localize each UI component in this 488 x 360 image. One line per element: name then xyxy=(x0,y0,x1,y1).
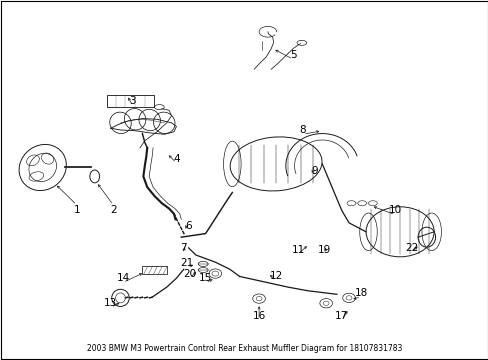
Text: 13: 13 xyxy=(104,298,117,308)
Text: 18: 18 xyxy=(354,288,367,297)
Text: 22: 22 xyxy=(405,243,418,253)
Text: 2: 2 xyxy=(110,205,116,215)
Text: 21: 21 xyxy=(180,258,193,268)
Text: 19: 19 xyxy=(318,245,331,255)
Text: 10: 10 xyxy=(388,205,401,215)
Text: 12: 12 xyxy=(269,271,282,282)
Text: 16: 16 xyxy=(252,311,265,321)
Text: 9: 9 xyxy=(311,166,318,176)
Text: 11: 11 xyxy=(291,245,304,255)
Text: 20: 20 xyxy=(183,269,196,279)
Text: 15: 15 xyxy=(199,273,212,283)
Text: 2003 BMW M3 Powertrain Control Rear Exhaust Muffler Diagram for 18107831783: 2003 BMW M3 Powertrain Control Rear Exha… xyxy=(87,344,401,353)
Text: 7: 7 xyxy=(180,243,186,253)
Text: 4: 4 xyxy=(173,154,180,163)
Text: 14: 14 xyxy=(116,273,129,283)
Text: 6: 6 xyxy=(185,221,191,231)
Text: 1: 1 xyxy=(73,205,80,215)
Text: 17: 17 xyxy=(334,311,347,321)
Text: 5: 5 xyxy=(289,50,296,60)
Text: 3: 3 xyxy=(129,96,136,107)
Text: 8: 8 xyxy=(299,125,305,135)
